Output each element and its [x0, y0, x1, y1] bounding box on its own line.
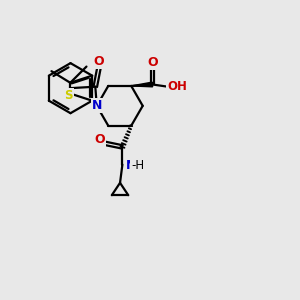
Text: -H: -H: [131, 159, 144, 172]
Text: N: N: [125, 159, 136, 172]
Text: S: S: [64, 88, 73, 101]
Text: O: O: [94, 133, 105, 146]
Text: O: O: [94, 56, 104, 68]
Text: N: N: [92, 99, 102, 112]
Text: OH: OH: [167, 80, 187, 93]
Polygon shape: [131, 82, 153, 87]
Text: O: O: [147, 56, 158, 69]
